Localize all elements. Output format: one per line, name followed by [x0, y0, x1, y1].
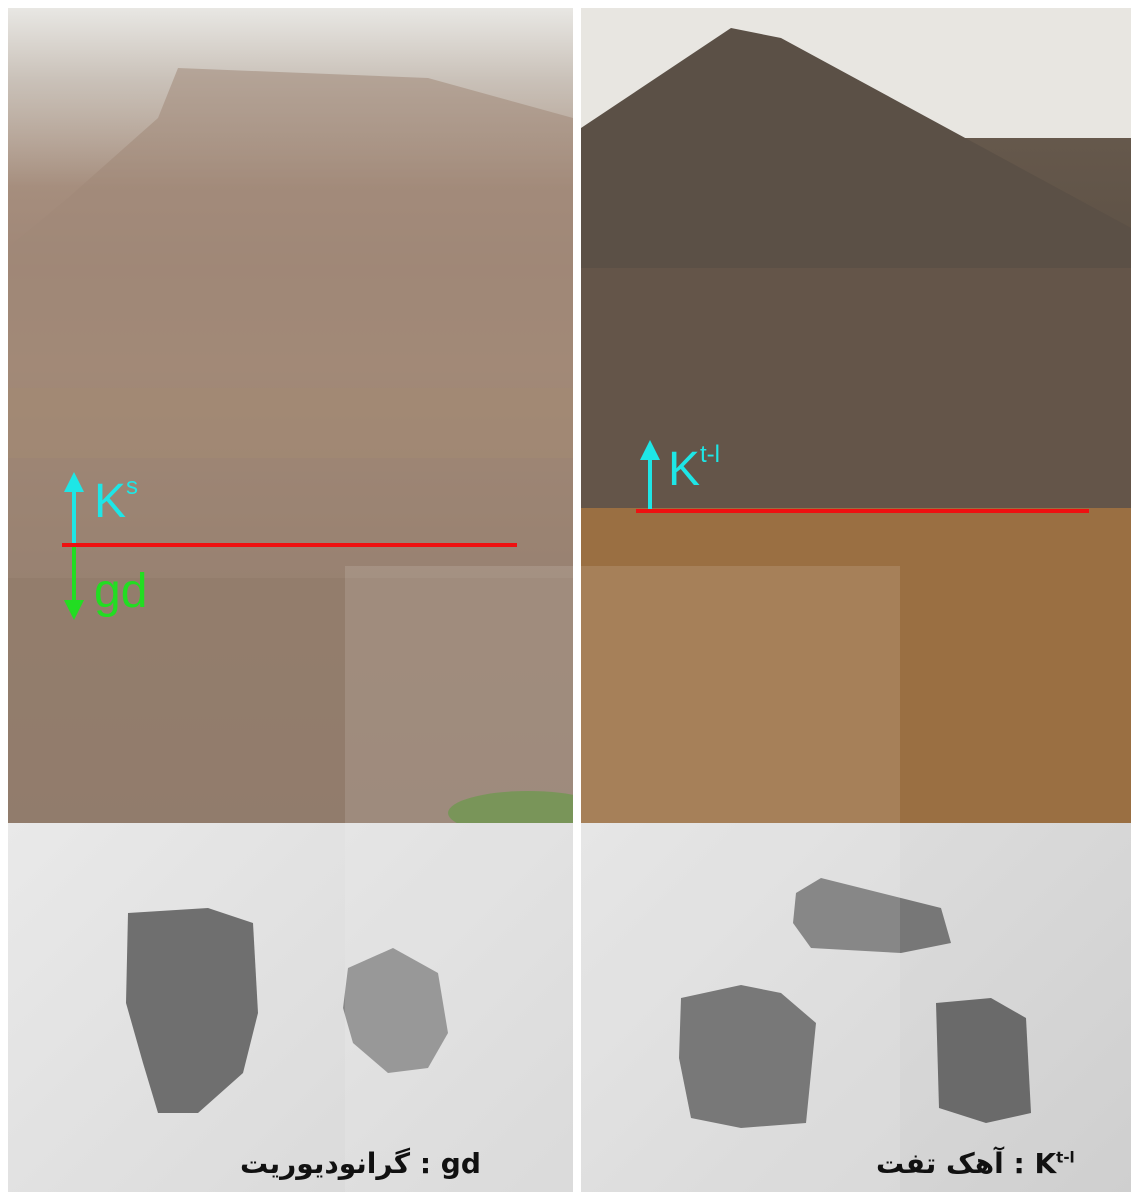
limestone-samples: [679, 878, 1031, 1128]
granodiorite-samples: [126, 908, 448, 1113]
right-mountain-texture: [581, 28, 1131, 823]
left-caption: gd : گرانودیوریت: [240, 1147, 481, 1180]
left-upper-unit-label: Ks: [94, 473, 139, 528]
left-outcrop-photo: [8, 8, 573, 823]
left-mountain-texture: [8, 68, 573, 823]
right-rock-samples-photo: [581, 823, 1131, 1192]
watermark: [345, 566, 900, 1192]
right-caption: Kt-l : آهک تفت: [876, 1147, 1075, 1180]
left-lower-arrowhead-icon: [64, 600, 84, 620]
panel-divider: [573, 8, 581, 1192]
right-outcrop-photo: [581, 8, 1131, 823]
right-upper-arrowhead-icon: [640, 440, 660, 460]
left-upper-arrowhead-icon: [64, 472, 84, 492]
left-lower-unit-label: gd: [94, 565, 148, 618]
right-upper-unit-label: Kt-l: [668, 441, 721, 496]
left-rock-samples-photo: [8, 823, 573, 1192]
